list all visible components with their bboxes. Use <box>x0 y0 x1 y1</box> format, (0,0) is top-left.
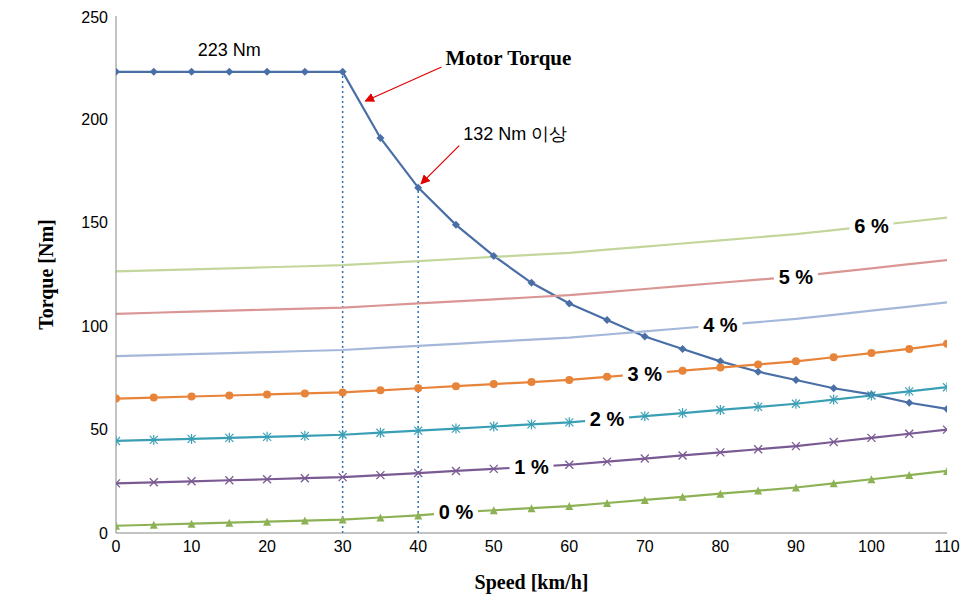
svg-text:60: 60 <box>560 538 578 555</box>
svg-text:150: 150 <box>81 214 108 231</box>
svg-text:1 %: 1 % <box>514 456 549 478</box>
svg-text:50: 50 <box>485 538 503 555</box>
svg-text:90: 90 <box>787 538 805 555</box>
svg-text:223 Nm: 223 Nm <box>198 40 261 60</box>
svg-text:100: 100 <box>81 318 108 335</box>
svg-text:10: 10 <box>183 538 201 555</box>
svg-text:0: 0 <box>112 538 121 555</box>
svg-text:3 %: 3 % <box>628 363 663 385</box>
svg-text:0: 0 <box>99 525 108 542</box>
svg-text:50: 50 <box>90 421 108 438</box>
svg-text:4 %: 4 % <box>703 314 738 336</box>
svg-text:200: 200 <box>81 111 108 128</box>
svg-text:100: 100 <box>858 538 885 555</box>
svg-text:0 %: 0 % <box>439 501 474 523</box>
svg-text:Speed [km/h]: Speed [km/h] <box>475 571 589 594</box>
svg-text:70: 70 <box>636 538 654 555</box>
svg-text:110: 110 <box>934 538 960 555</box>
svg-text:250: 250 <box>81 9 108 26</box>
svg-text:Torque [Nm]: Torque [Nm] <box>35 219 58 330</box>
svg-text:40: 40 <box>409 538 427 555</box>
svg-text:132 Nm 이상: 132 Nm 이상 <box>463 124 567 144</box>
svg-text:30: 30 <box>334 538 352 555</box>
svg-text:Motor Torque: Motor Torque <box>446 46 572 70</box>
svg-text:6 %: 6 % <box>854 215 889 237</box>
svg-text:80: 80 <box>711 538 729 555</box>
svg-text:2 %: 2 % <box>590 408 625 430</box>
svg-text:20: 20 <box>258 538 276 555</box>
svg-text:5 %: 5 % <box>779 266 814 288</box>
